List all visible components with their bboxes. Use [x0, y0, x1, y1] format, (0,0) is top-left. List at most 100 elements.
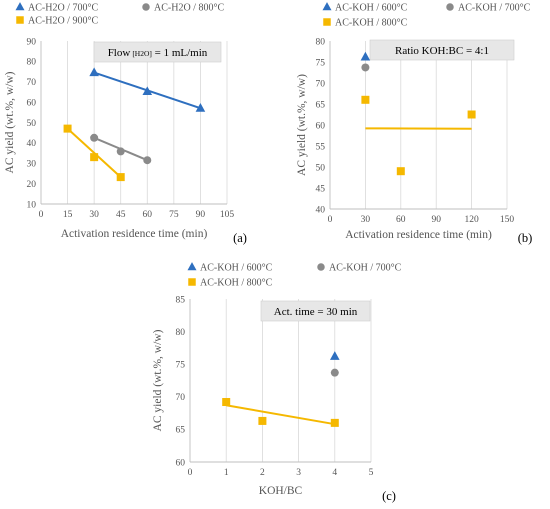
x-tick-label: 3: [296, 468, 301, 478]
annotation-text: Flow [H2O] = 1 mL/min: [108, 47, 208, 59]
y-tick-label: 75: [176, 361, 186, 371]
y-tick-label: 70: [316, 79, 326, 89]
data-point-series-2: [258, 416, 267, 425]
y-tick-label: 80: [316, 37, 326, 47]
x-tick-label: 0: [39, 210, 44, 220]
x-tick-label: 30: [361, 215, 371, 225]
legend-marker-0: [15, 2, 25, 11]
legend-marker-1: [446, 3, 454, 11]
chart-panel-1: 0 30 60 90 120 150 40 45 50 55 60 65 70 75 80 Activatio…: [296, 2, 532, 245]
annotation-text: Act. time = 30 min: [274, 306, 358, 318]
y-tick-label: 60: [176, 458, 186, 468]
x-tick-label: 90: [431, 215, 441, 225]
legend-marker-2: [323, 18, 331, 26]
legend-entry-2: AC-KOH / 800°C: [335, 18, 408, 29]
x-tick-label: 5: [369, 468, 374, 478]
y-tick-label: 65: [176, 426, 186, 436]
data-point-series-1: [116, 147, 125, 156]
data-point-series-2: [222, 398, 231, 407]
x-axis-label: KOH/BC: [259, 485, 303, 497]
y-tick-label: 40: [316, 205, 326, 215]
y-tick-label: 30: [27, 160, 37, 170]
data-point-series-1: [361, 63, 370, 72]
x-tick-label: 120: [464, 215, 479, 225]
annotation-box: [93, 41, 222, 63]
data-point-series-2: [361, 95, 370, 104]
legend-entry-0: AC-KOH / 600°C: [200, 263, 273, 274]
y-tick-label: 90: [27, 37, 37, 47]
legend-marker-1: [142, 3, 150, 11]
legend-entry-2: AC-H2O / 900°C: [28, 16, 98, 27]
legend-marker-2: [16, 16, 24, 24]
x-tick-label: 60: [396, 215, 406, 225]
y-tick-label: 40: [27, 139, 37, 149]
data-point-series-0: [330, 351, 340, 360]
y-tick-label: 50: [27, 119, 37, 129]
annotation-main: Ratio KOH:BC = 4:1: [395, 45, 489, 57]
data-point-series-0: [195, 103, 206, 112]
data-point-series-0: [360, 51, 371, 61]
annotation-box: [260, 300, 371, 322]
data-point-series-1: [143, 156, 152, 165]
panel-label: (b): [518, 231, 533, 245]
x-tick-label: 90: [196, 210, 206, 220]
panel-label: (a): [233, 231, 247, 245]
x-tick-label: 75: [169, 210, 179, 220]
y-tick-label: 70: [176, 393, 186, 403]
x-tick-label: 150: [500, 215, 515, 225]
legend-marker-2: [188, 278, 196, 286]
data-point-series-2: [116, 173, 125, 182]
y-tick-label: 80: [176, 328, 186, 338]
y-tick-label: 55: [316, 142, 326, 152]
annotation-main: Flow: [108, 47, 131, 59]
legend-entry-0: AC-KOH / 600°C: [335, 3, 408, 14]
x-tick-label: 30: [89, 210, 99, 220]
y-tick-label: 10: [27, 200, 37, 210]
data-point-series-1: [330, 368, 339, 377]
annotation-tail: = 1 mL/min: [152, 47, 208, 59]
y-tick-label: 85: [176, 295, 186, 305]
y-tick-label: 50: [316, 163, 326, 173]
y-axis-label: AC yield (wt.%, w/w): [4, 71, 16, 173]
y-tick-label: 60: [27, 98, 37, 108]
x-tick-label: 0: [188, 468, 193, 478]
panel-label: (c): [382, 489, 396, 503]
x-tick-label: 2: [260, 468, 265, 478]
data-point-series-2: [63, 124, 72, 133]
y-tick-label: 80: [27, 58, 37, 68]
annotation-main: Act. time = 30 min: [274, 306, 358, 318]
y-tick-label: 70: [27, 78, 37, 88]
annotation-subscript: [H2O]: [132, 49, 152, 58]
y-tick-label: 20: [27, 180, 37, 190]
data-point-series-2: [467, 110, 476, 119]
legend-marker-0: [322, 2, 332, 11]
y-tick-label: 75: [316, 58, 326, 68]
legend-marker-1: [317, 263, 325, 271]
trend-line-series-2: [66, 127, 122, 178]
legend-entry-1: AC-KOH / 700°C: [329, 263, 402, 274]
data-point-series-1: [90, 133, 99, 142]
x-tick-label: 1: [224, 468, 229, 478]
x-tick-label: 15: [63, 210, 73, 220]
y-tick-label: 65: [316, 100, 326, 110]
data-point-series-2: [330, 418, 339, 427]
annotation-text: Ratio KOH:BC = 4:1: [395, 45, 489, 57]
x-axis-label: Activation residence time (min): [61, 228, 208, 240]
legend-entry-1: AC-KOH / 700°C: [458, 3, 531, 14]
chart-panel-0: 0 15 30 45 60 75 90 105 10 20 30 40 50 60 70 80 90 Activa…: [4, 2, 247, 245]
x-tick-label: 0: [328, 215, 333, 225]
data-point-series-0: [89, 67, 99, 77]
data-point-series-0: [142, 86, 153, 96]
annotation-box: [369, 39, 515, 61]
legend-entry-1: AC-H2O / 800°C: [154, 3, 224, 14]
trend-line-series-2: [226, 404, 335, 426]
x-tick-label: 105: [220, 210, 235, 220]
chart-panel-2: 0 1 2 3 4 5 60 65 70 75 80 85 KOH/BC AC yield (wt.%, …: [152, 262, 402, 503]
y-axis-label: AC yield (wt.%, w/w): [152, 329, 164, 431]
x-axis-label: Activation residence time (min): [345, 229, 492, 241]
y-tick-label: 60: [316, 121, 326, 131]
legend-entry-0: AC-H2O / 700°C: [28, 3, 98, 14]
x-tick-label: 60: [143, 210, 153, 220]
x-tick-label: 45: [116, 210, 126, 220]
